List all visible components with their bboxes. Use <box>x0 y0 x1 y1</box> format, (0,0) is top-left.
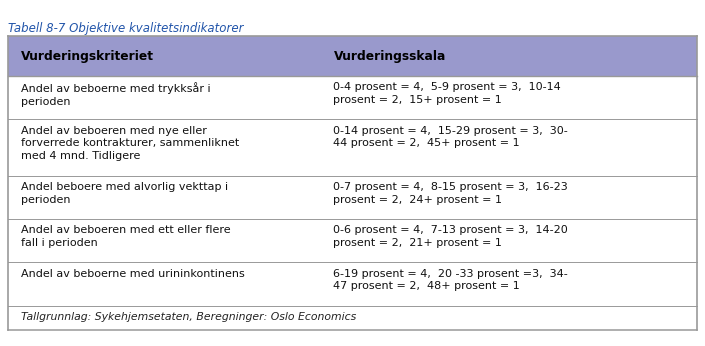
Text: Andel av beboerne med urininkontinens: Andel av beboerne med urininkontinens <box>21 268 245 279</box>
Text: Andel av beboeren med ett eller flere
fall i perioden: Andel av beboeren med ett eller flere fa… <box>21 225 231 248</box>
Text: Tabell 8-7 Objektive kvalitetsindikatorer: Tabell 8-7 Objektive kvalitetsindikatore… <box>8 22 244 36</box>
Text: Vurderingskriteriet: Vurderingskriteriet <box>21 50 154 63</box>
Text: Tallgrunnlag: Sykehjemsetaten, Beregninger: Oslo Economics: Tallgrunnlag: Sykehjemsetaten, Beregning… <box>21 312 357 322</box>
Text: Andel av beboeren med nye eller
forverrede kontrakturer, sammenliknet
med 4 mnd.: Andel av beboeren med nye eller forverre… <box>21 126 240 161</box>
Text: 0-7 prosent = 4,  8-15 prosent = 3,  16-23
prosent = 2,  24+ prosent = 1: 0-7 prosent = 4, 8-15 prosent = 3, 16-23… <box>333 182 568 205</box>
Text: 0-14 prosent = 4,  15-29 prosent = 3,  30-
44 prosent = 2,  45+ prosent = 1: 0-14 prosent = 4, 15-29 prosent = 3, 30-… <box>333 126 568 148</box>
Bar <box>8 36 697 76</box>
Text: Andel beboere med alvorlig vekttap i
perioden: Andel beboere med alvorlig vekttap i per… <box>21 182 228 205</box>
Text: Andel av beboerne med trykksår i
perioden: Andel av beboerne med trykksår i periode… <box>21 82 211 107</box>
Text: 6-19 prosent = 4,  20 -33 prosent =3,  34-
47 prosent = 2,  48+ prosent = 1: 6-19 prosent = 4, 20 -33 prosent =3, 34-… <box>333 268 568 291</box>
Text: Vurderingsskala: Vurderingsskala <box>333 50 446 63</box>
Text: 0-4 prosent = 4,  5-9 prosent = 3,  10-14
prosent = 2,  15+ prosent = 1: 0-4 prosent = 4, 5-9 prosent = 3, 10-14 … <box>333 82 561 105</box>
Text: 0-6 prosent = 4,  7-13 prosent = 3,  14-20
prosent = 2,  21+ prosent = 1: 0-6 prosent = 4, 7-13 prosent = 3, 14-20… <box>333 225 568 248</box>
